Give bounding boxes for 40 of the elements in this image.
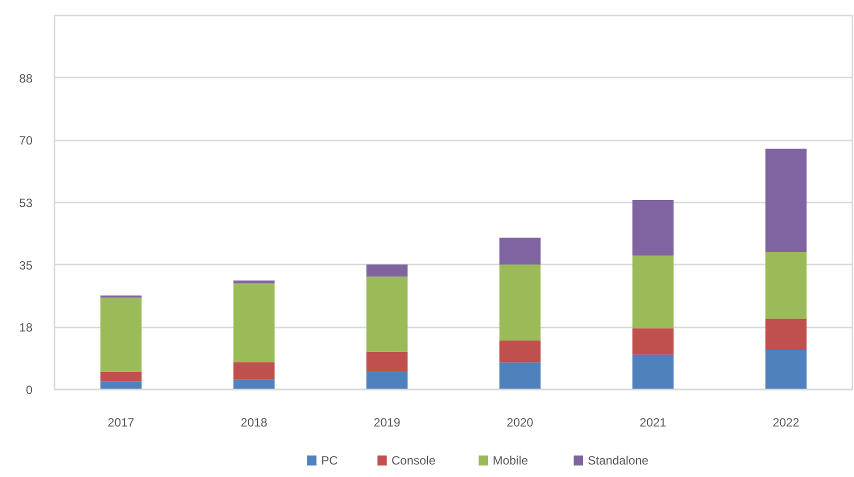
bar (499, 362, 541, 390)
bar (499, 238, 541, 264)
bar (100, 298, 142, 372)
bar (366, 370, 408, 390)
legend-label: PC (321, 454, 338, 468)
bar (233, 362, 275, 380)
bar (499, 264, 541, 340)
x-tick-label: 2022 (772, 416, 800, 430)
legend-label: Console (391, 454, 436, 468)
x-tick-label: 2020 (506, 416, 534, 430)
bar (499, 340, 541, 362)
bar (366, 276, 408, 352)
bar (632, 328, 674, 355)
x-tick-label: 2017 (108, 416, 135, 430)
y-tick-label: 88 (19, 71, 33, 86)
x-tick-label: 2021 (640, 416, 667, 430)
y-tick-label: 35 (19, 258, 33, 272)
bar (765, 350, 807, 390)
bar (233, 283, 275, 362)
x-tick-label: 2018 (240, 416, 268, 430)
bar (233, 280, 275, 284)
bar (100, 381, 142, 390)
bar (765, 318, 807, 350)
bar (366, 352, 408, 371)
bar (100, 372, 142, 382)
y-tick-label: 53 (19, 196, 33, 210)
y-tick-label: 70 (19, 134, 33, 148)
bar (100, 295, 142, 298)
bar (632, 354, 674, 390)
y-tick-label: 18 (19, 320, 33, 335)
bar (233, 379, 275, 390)
bar (765, 148, 807, 252)
legend-label: Standalone (588, 454, 649, 468)
bar (632, 256, 674, 328)
bar (366, 264, 408, 277)
bar (765, 252, 807, 319)
y-tick-label: 0 (26, 383, 33, 397)
x-tick-label: 2019 (374, 416, 401, 430)
legend-label: Mobile (492, 454, 528, 468)
bar (632, 200, 674, 256)
